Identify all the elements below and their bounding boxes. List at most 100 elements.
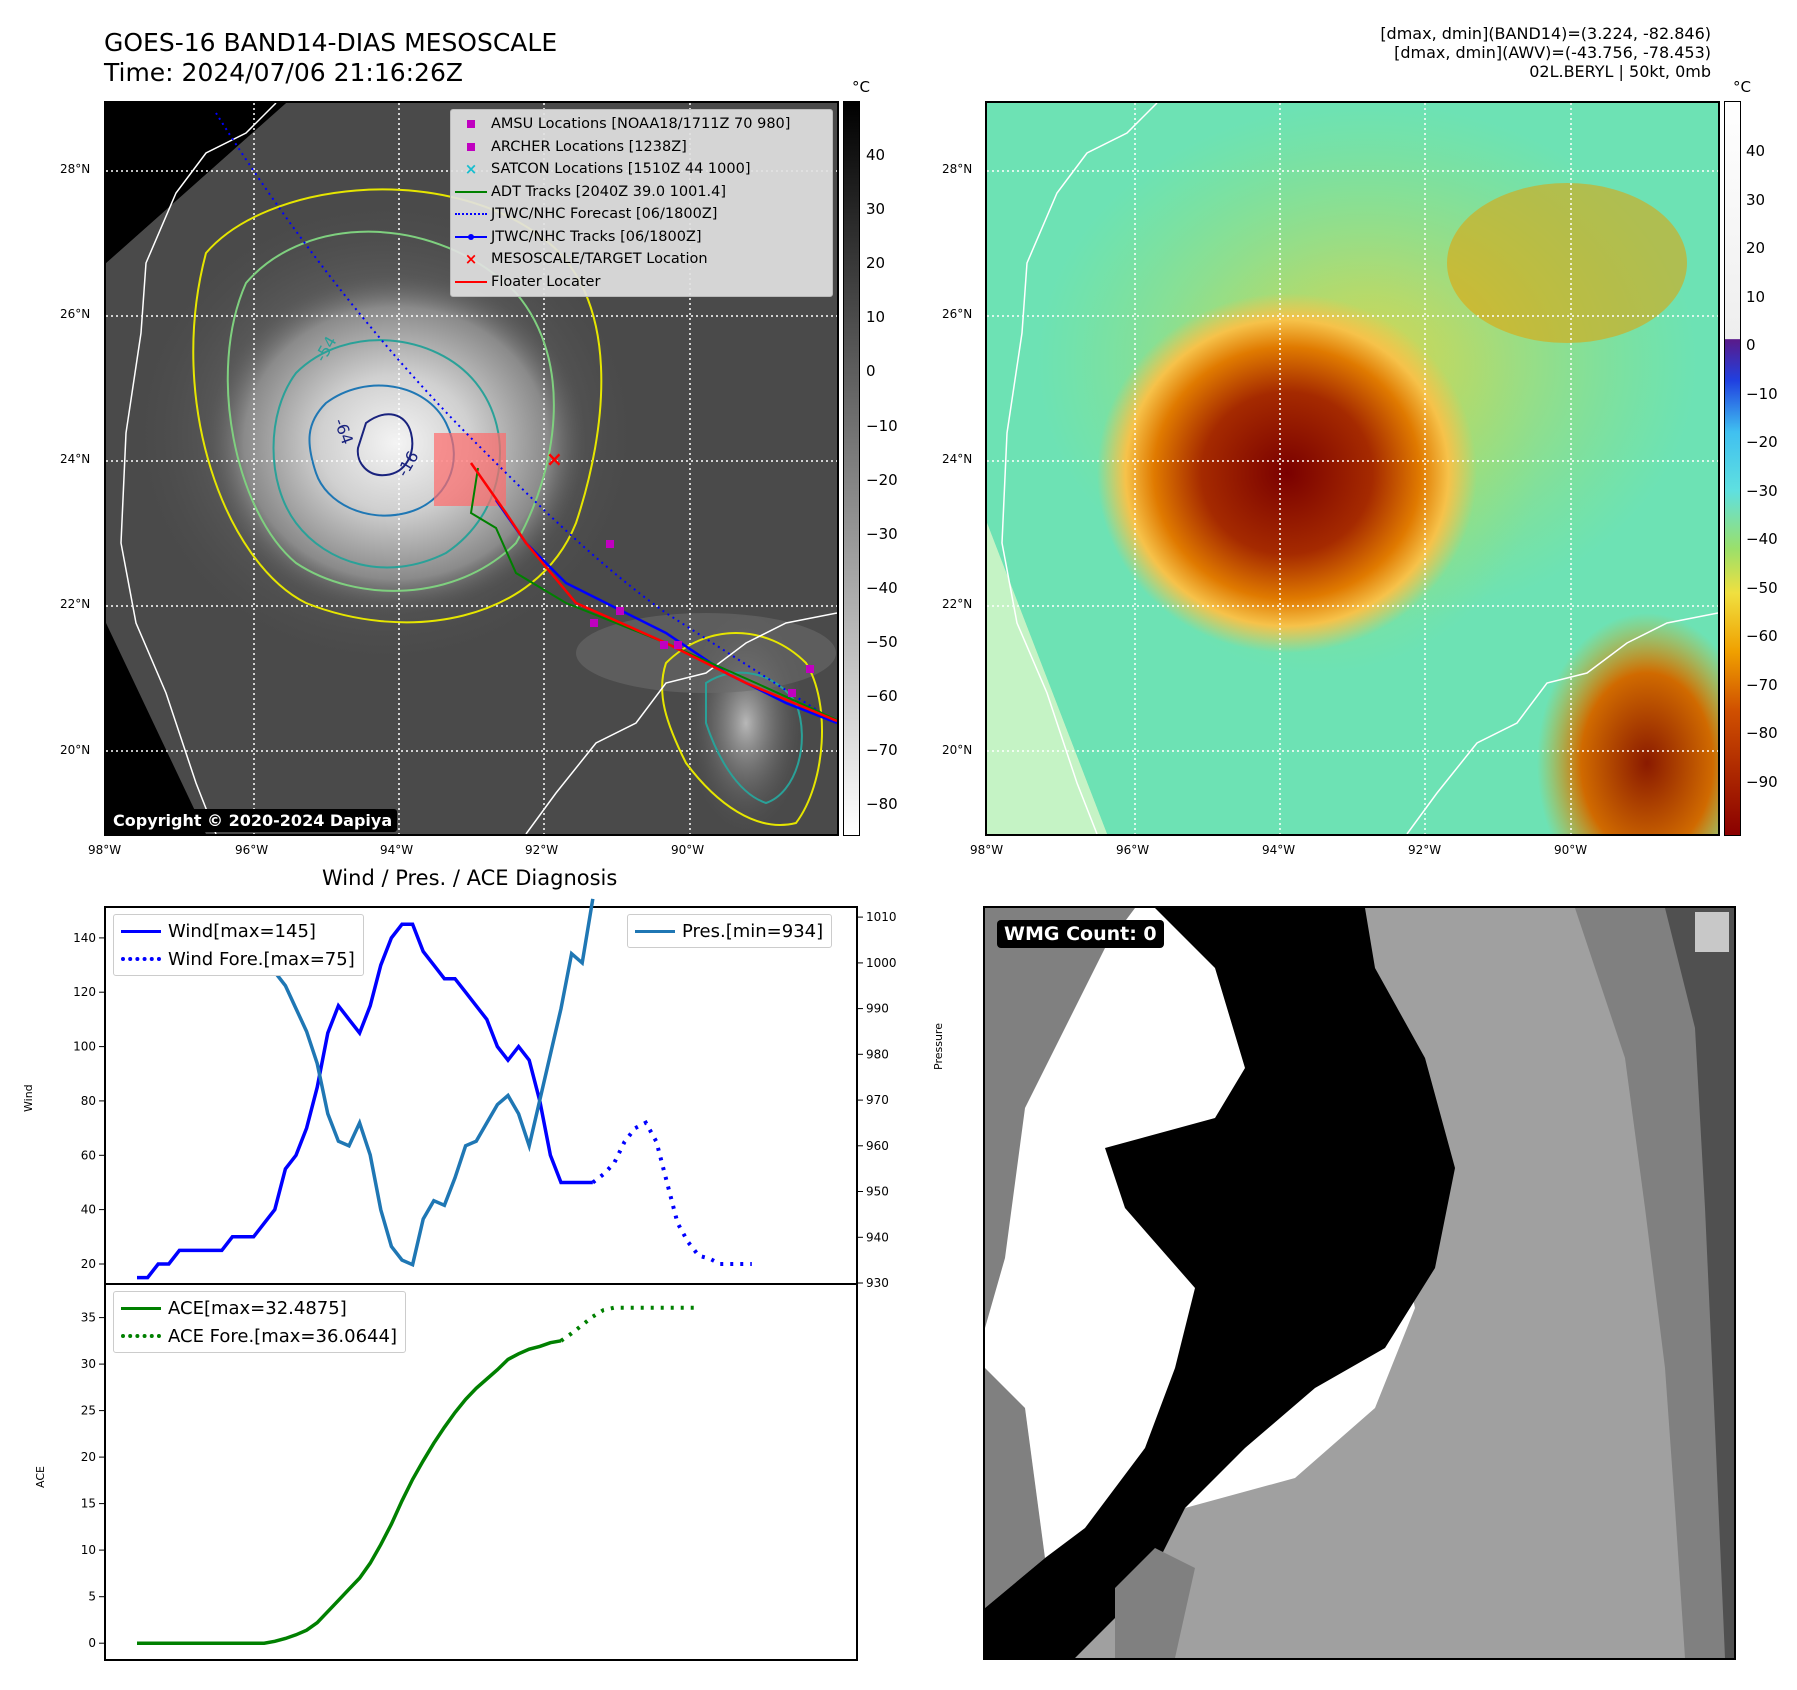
colorbar-tick: −10 xyxy=(1746,384,1778,403)
axis-tick-label: 140 xyxy=(73,931,96,945)
colorbar-tick: 10 xyxy=(866,308,886,327)
ace-axis-ticks: 35 30 25 20 15 10 5 0 xyxy=(81,1311,105,1650)
legend-item-adt: ADT Tracks [2040Z 39.0 1001.4] xyxy=(451,181,832,204)
axis-tick-label: 5 xyxy=(88,1590,96,1604)
color-colorbar xyxy=(1724,101,1741,836)
colorbar-tick: 20 xyxy=(866,254,886,273)
colorbar-unit: °C xyxy=(852,78,870,96)
legend-item-ace: ACE[max=32.4875] xyxy=(114,1294,397,1322)
lat-label: 22°N xyxy=(60,597,91,611)
timestamp: Time: 2024/07/06 21:16:26Z xyxy=(104,58,463,87)
colorbar-tick: 0 xyxy=(866,362,876,381)
wmg-svg xyxy=(985,908,1734,1658)
forecast-track xyxy=(215,112,837,724)
axis-tick-label: 980 xyxy=(866,1047,889,1061)
legend-label: Floater Locater xyxy=(491,273,601,290)
pressure-legend: Pres.[min=934] xyxy=(627,914,833,948)
colorbar-tick: −30 xyxy=(866,524,898,543)
wmg-count-badge: WMG Count: 0 xyxy=(997,920,1164,948)
map-legend: AMSU Locations [NOAA18/1711Z 70 980] ARC… xyxy=(450,109,833,297)
legend-item-satcon: × SATCON Locations [1510Z 44 1000] xyxy=(451,158,832,181)
x-marker-icon: × xyxy=(464,160,478,179)
colorbar-tick: 30 xyxy=(1746,190,1766,209)
wind-forecast-line xyxy=(591,1120,752,1266)
color-enhanced-map xyxy=(985,101,1720,836)
legend-item-target: × MESOSCALE/TARGET Location xyxy=(451,248,832,271)
axis-tick-label: 20 xyxy=(81,1450,96,1464)
colorbar-tick: −40 xyxy=(866,578,898,597)
lat-label: 28°N xyxy=(60,162,91,176)
floater-track xyxy=(469,462,837,723)
graticule xyxy=(987,103,1718,834)
axis-tick-label: 25 xyxy=(81,1404,96,1418)
x-marker-icon: × xyxy=(464,250,478,269)
colorbar-tick: −90 xyxy=(1746,772,1778,791)
wmg-panel: WMG Count: 0 xyxy=(983,906,1736,1660)
legend-item-wind-forecast: Wind Fore.[max=75] xyxy=(114,945,355,973)
pressure-axis-ticks: 1010 1000 990 980 970 960 950 940 930 xyxy=(857,910,897,1290)
target-marker: × xyxy=(546,447,563,471)
legend-label: SATCON Locations [1510Z 44 1000] xyxy=(491,161,751,178)
lon-label: 94°W xyxy=(1262,843,1296,857)
lon-label: 96°W xyxy=(235,843,269,857)
colorbar-tick: −30 xyxy=(1746,481,1778,500)
square-marker-icon xyxy=(451,142,491,151)
colorbar-tick: 40 xyxy=(866,146,886,164)
legend-item-forecast: JTWC/NHC Forecast [06/1800Z] xyxy=(451,203,832,226)
colorbar-tick: −60 xyxy=(1746,627,1778,645)
axis-tick-label: 970 xyxy=(866,1093,889,1107)
lon-label: 98°W xyxy=(970,843,1004,857)
lat-label: 22°N xyxy=(942,597,973,611)
wind-legend: Wind[max=145] Wind Fore.[max=75] xyxy=(113,914,364,976)
dotted-line-icon xyxy=(114,1334,168,1338)
axis-tick-label: 950 xyxy=(866,1185,889,1199)
page-title: GOES-16 BAND14-DIAS MESOSCALE xyxy=(104,28,558,57)
dotted-line-icon xyxy=(114,957,168,961)
axis-tick-label: 960 xyxy=(866,1139,889,1153)
info-line-1: [dmax, dmin](BAND14)=(3.224, -82.846) xyxy=(1380,24,1711,43)
coastline xyxy=(1001,103,1158,834)
dotted-line-icon xyxy=(451,213,491,216)
line-icon xyxy=(451,280,491,283)
info-line-2: [dmax, dmin](AWV)=(-43.756, -78.453) xyxy=(1394,43,1711,62)
line-dot-icon xyxy=(451,233,491,241)
axis-tick-label: 930 xyxy=(866,1276,889,1290)
axis-tick-label: 120 xyxy=(73,985,96,999)
adt-track xyxy=(469,467,837,721)
axis-tick-label: 20 xyxy=(81,1257,96,1271)
legend-label: JTWC/NHC Forecast [06/1800Z] xyxy=(491,206,718,223)
legend-label: JTWC/NHC Tracks [06/1800Z] xyxy=(491,228,702,245)
axis-tick-label: 35 xyxy=(81,1311,96,1325)
legend-label: Wind Fore.[max=75] xyxy=(168,948,355,970)
lon-label: 90°W xyxy=(1554,843,1588,857)
colorbar-tick: −40 xyxy=(1746,530,1778,548)
legend-item-wind: Wind[max=145] xyxy=(114,917,355,945)
info-text: [dmax, dmin](BAND14)=(3.224, -82.846) [d… xyxy=(1111,24,1711,81)
legend-label: Wind[max=145] xyxy=(168,920,316,942)
lat-label: 26°N xyxy=(60,307,91,321)
ace-series-line xyxy=(137,1339,562,1645)
info-line-3: 02L.BERYL | 50kt, 0mb xyxy=(1529,62,1711,81)
colorbar-tick: −70 xyxy=(1746,675,1778,694)
legend-label: ADT Tracks [2040Z 39.0 1001.4] xyxy=(491,183,727,200)
amsu-markers xyxy=(590,540,814,697)
lat-label: 26°N xyxy=(942,307,973,321)
contours xyxy=(192,188,824,826)
colorbar-tick: −50 xyxy=(866,632,898,651)
colorbar-tick: 10 xyxy=(1746,287,1766,306)
lat-label: 20°N xyxy=(942,743,973,757)
colorbar-tick: −10 xyxy=(866,416,898,435)
legend-item-tracks: JTWC/NHC Tracks [06/1800Z] xyxy=(451,226,832,249)
legend-item-ace-forecast: ACE Fore.[max=36.0644] xyxy=(114,1322,397,1350)
lon-label: 96°W xyxy=(1116,843,1150,857)
legend-item-floater: Floater Locater xyxy=(451,271,832,294)
lon-label: 98°W xyxy=(88,843,122,857)
wind-axis-ticks: 140 120 100 80 60 40 20 xyxy=(73,931,105,1271)
ir-satellite-map: -64 -16 -54 × Copyright © 2020-2024 Dapi… xyxy=(104,101,839,836)
axis-tick-label: 1000 xyxy=(866,956,897,970)
legend-label: ACE Fore.[max=36.0644] xyxy=(168,1325,397,1347)
square-marker-icon xyxy=(451,120,491,129)
axis-tick-label: 0 xyxy=(88,1636,96,1650)
axis-tick-label: 80 xyxy=(81,1094,96,1108)
